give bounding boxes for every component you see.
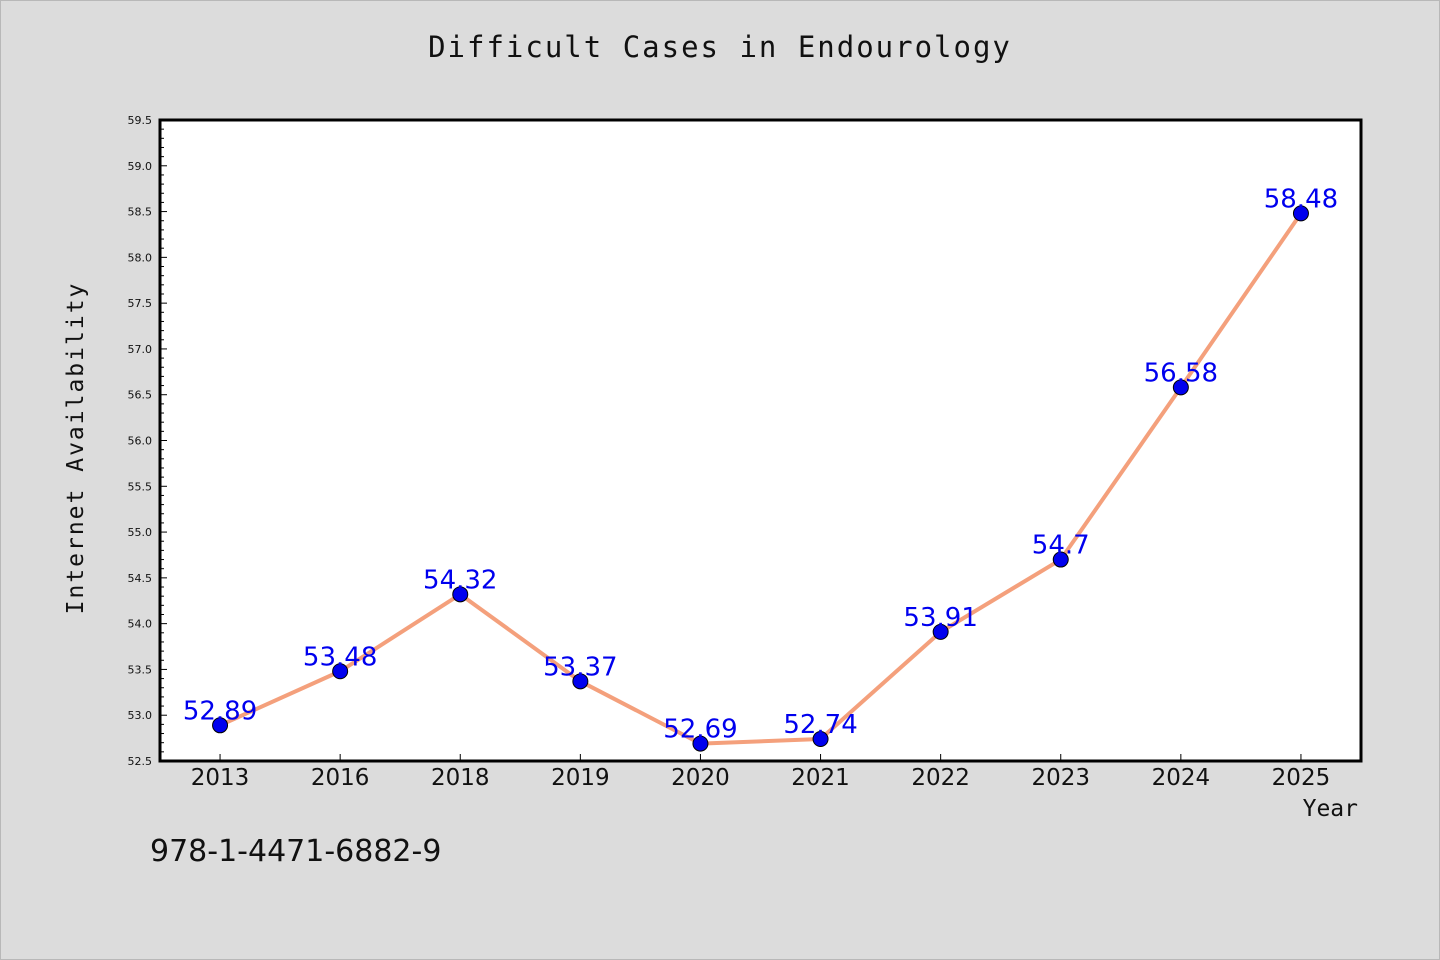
data-label: 54.7 xyxy=(1032,531,1090,561)
data-label: 52.69 xyxy=(663,715,737,745)
y-tick-label: 58.0 xyxy=(128,251,153,264)
x-tick-label: 2020 xyxy=(671,765,730,791)
y-tick-label: 56.0 xyxy=(128,435,153,448)
x-tick-label: 2022 xyxy=(911,765,970,791)
data-point xyxy=(692,735,709,752)
data-label: 52.89 xyxy=(183,696,257,726)
data-point xyxy=(812,731,829,748)
data-label: 53.48 xyxy=(303,642,377,672)
x-tick-label: 2013 xyxy=(191,765,250,791)
data-point xyxy=(932,623,949,640)
data-label: 52.74 xyxy=(783,710,857,740)
y-tick-label: 58.5 xyxy=(128,206,153,219)
series-group xyxy=(212,205,1309,752)
series-line xyxy=(218,211,1303,746)
y-tick-label: 54.0 xyxy=(128,618,153,631)
x-axis-label: Year xyxy=(1302,796,1358,822)
y-axis-ticks: 52.5 53.0 53.5 54.0 54.5 55.0 55.5 56.0 56.5 57.0… xyxy=(128,114,167,768)
data-point xyxy=(1172,379,1189,396)
x-tick-label: 2018 xyxy=(431,765,490,791)
data-point xyxy=(572,673,589,690)
y-tick-label: 57.5 xyxy=(128,297,153,310)
x-tick-label: 2023 xyxy=(1031,765,1090,791)
x-tick-label: 2024 xyxy=(1152,765,1211,791)
y-tick-label: 55.0 xyxy=(128,526,153,539)
data-labels: 52.89 53.48 54.32 53.37 52.69 52.74 53.91 54.7 5… xyxy=(183,184,1338,744)
data-point xyxy=(1052,551,1069,568)
y-tick-label: 59.5 xyxy=(128,114,153,127)
data-point xyxy=(452,586,469,603)
y-tick-label: 57.0 xyxy=(128,343,153,356)
x-axis-ticks: 2013 2016 2018 2019 2020 2021 2022 2023 2024 2025 xyxy=(191,754,1330,791)
x-tick-label: 2025 xyxy=(1272,765,1331,791)
data-label: 58.48 xyxy=(1264,184,1338,214)
chart-title: Difficult Cases in Endourology xyxy=(428,30,1012,64)
data-point xyxy=(1292,205,1309,222)
y-tick-label: 53.5 xyxy=(128,663,153,676)
x-tick-label: 2016 xyxy=(311,765,370,791)
isbn-footnote: 978-1-4471-6882-9 xyxy=(150,834,442,869)
y-tick-label: 53.0 xyxy=(128,709,153,722)
data-point xyxy=(212,717,229,734)
data-label: 53.37 xyxy=(543,652,617,682)
data-label: 53.91 xyxy=(903,603,977,633)
x-tick-label: 2019 xyxy=(551,765,610,791)
data-label: 56.58 xyxy=(1144,358,1218,388)
y-tick-label: 55.5 xyxy=(128,480,153,493)
y-tick-label: 52.5 xyxy=(128,755,153,768)
data-label: 54.32 xyxy=(423,565,497,595)
data-point xyxy=(332,663,349,680)
y-tick-label: 56.5 xyxy=(128,389,153,402)
x-tick-label: 2021 xyxy=(791,765,850,791)
plot-area xyxy=(158,118,1363,763)
y-tick-label: 54.5 xyxy=(128,572,153,585)
y-tick-label: 59.0 xyxy=(128,160,153,173)
